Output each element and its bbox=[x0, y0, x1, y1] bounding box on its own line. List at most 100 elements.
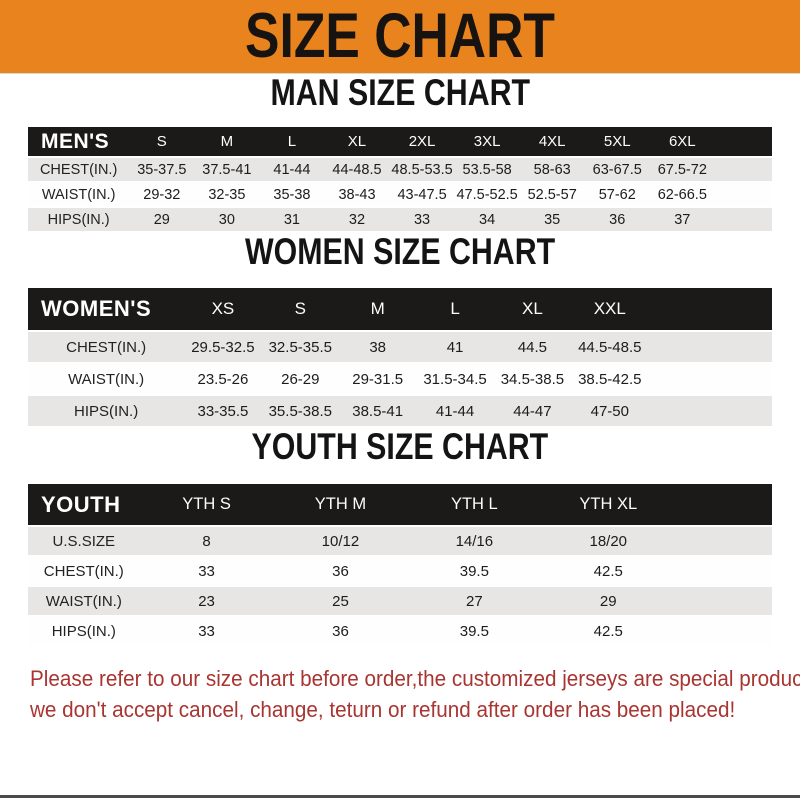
size-value: 62-66.5 bbox=[649, 183, 715, 206]
men-section-title: MAN SIZE CHART bbox=[0, 74, 800, 111]
size-column-header: 2XL bbox=[389, 127, 455, 156]
table-row: HIPS(IN.) 33-35.5 35.5-38.5 38.5-41 41-44 44-… bbox=[28, 396, 772, 426]
size-value: 33 bbox=[139, 617, 274, 645]
row-spacer bbox=[675, 557, 772, 585]
size-column-header: L bbox=[259, 127, 325, 156]
table-row: HIPS(IN.) 29 30 31 32 33 34 35 36 37 bbox=[28, 208, 772, 231]
size-value: 35-38 bbox=[259, 183, 325, 206]
table-row: WAIST(IN.) 23.5-26 26-29 29-31.5 31.5-34.5 34… bbox=[28, 364, 772, 394]
row-spacer bbox=[714, 183, 772, 206]
size-column-header: XXL bbox=[571, 288, 649, 330]
row-label: HIPS(IN.) bbox=[28, 617, 140, 645]
size-column-header: YTH M bbox=[273, 484, 408, 525]
header-spacer bbox=[714, 127, 772, 156]
size-value: 32.5-35.5 bbox=[261, 332, 339, 362]
size-value: 29-31.5 bbox=[338, 364, 417, 394]
size-value: 10/12 bbox=[273, 527, 408, 555]
size-value: 38.5-42.5 bbox=[571, 364, 649, 394]
size-value: 35-37.5 bbox=[129, 158, 195, 181]
size-value: 23.5-26 bbox=[184, 364, 262, 394]
size-value: 44.5-48.5 bbox=[571, 332, 649, 362]
size-value: 44.5 bbox=[493, 332, 572, 362]
size-value: 44-47 bbox=[493, 396, 572, 426]
size-value: 36 bbox=[273, 617, 408, 645]
size-value: 57-62 bbox=[584, 183, 650, 206]
size-column-header: XL bbox=[324, 127, 390, 156]
row-label: WAIST(IN.) bbox=[28, 364, 185, 394]
size-value: 42.5 bbox=[541, 557, 676, 585]
size-column-header: 4XL bbox=[519, 127, 585, 156]
size-value: 67.5-72 bbox=[649, 158, 715, 181]
size-value: 34.5-38.5 bbox=[493, 364, 572, 394]
row-label: CHEST(IN.) bbox=[28, 557, 140, 585]
size-value: 33 bbox=[389, 208, 455, 231]
table-row: HIPS(IN.) 33 36 39.5 42.5 bbox=[28, 617, 772, 645]
size-value: 63-67.5 bbox=[584, 158, 650, 181]
banner-title: SIZE CHART bbox=[245, 1, 555, 71]
youth-section-title-text: YOUTH SIZE CHART bbox=[251, 426, 549, 467]
size-value: 39.5 bbox=[407, 557, 542, 585]
size-value: 52.5-57 bbox=[519, 183, 585, 206]
row-label: WAIST(IN.) bbox=[28, 587, 140, 615]
size-value: 38.5-41 bbox=[338, 396, 417, 426]
row-spacer bbox=[648, 364, 772, 394]
size-value: 33-35.5 bbox=[184, 396, 262, 426]
size-value: 31.5-34.5 bbox=[416, 364, 494, 394]
size-value: 47.5-52.5 bbox=[454, 183, 520, 206]
table-row: CHEST(IN.) 35-37.5 37.5-41 41-44 44-48.5 48.5… bbox=[28, 158, 772, 181]
size-value: 35 bbox=[519, 208, 585, 231]
size-value: 38 bbox=[338, 332, 417, 362]
table-row: U.S.SIZE 8 10/12 14/16 18/20 bbox=[28, 527, 772, 555]
order-disclaimer-note: Please refer to our size chart before or… bbox=[0, 663, 800, 725]
size-column-header: 5XL bbox=[584, 127, 650, 156]
table-group-label: WOMEN'S bbox=[28, 288, 185, 330]
header-spacer bbox=[675, 484, 772, 525]
size-value: 29 bbox=[129, 208, 195, 231]
size-value: 36 bbox=[584, 208, 650, 231]
table-group-label: MEN'S bbox=[28, 127, 130, 156]
size-value: 33 bbox=[139, 557, 274, 585]
size-column-header: M bbox=[338, 288, 417, 330]
table-row: WAIST(IN.) 29-32 32-35 35-38 38-43 43-47.5 47.… bbox=[28, 183, 772, 206]
size-value: 14/16 bbox=[407, 527, 542, 555]
size-value: 31 bbox=[259, 208, 325, 231]
size-value: 29-32 bbox=[129, 183, 195, 206]
size-value: 30 bbox=[194, 208, 260, 231]
size-column-header: 6XL bbox=[649, 127, 715, 156]
size-value: 29 bbox=[541, 587, 676, 615]
size-column-header: L bbox=[416, 288, 494, 330]
row-label: CHEST(IN.) bbox=[28, 332, 185, 362]
size-value: 58-63 bbox=[519, 158, 585, 181]
table-row: WAIST(IN.) 23 25 27 29 bbox=[28, 587, 772, 615]
size-column-header: YTH L bbox=[407, 484, 542, 525]
size-column-header: M bbox=[194, 127, 260, 156]
women-size-table: WOMEN'S XS S M L XL XXL CHEST(IN.) 29.5-32.5 32.5… bbox=[28, 286, 772, 428]
men-size-table: MEN'S S M L XL 2XL 3XL 4XL 5XL 6XL CHEST(IN.) 35-37… bbox=[28, 125, 772, 233]
size-column-header: XS bbox=[184, 288, 262, 330]
row-label: WAIST(IN.) bbox=[28, 183, 130, 206]
size-value: 8 bbox=[139, 527, 274, 555]
size-value: 44-48.5 bbox=[324, 158, 390, 181]
size-value: 23 bbox=[139, 587, 274, 615]
size-value: 37 bbox=[649, 208, 715, 231]
row-spacer bbox=[714, 158, 772, 181]
size-value: 43-47.5 bbox=[389, 183, 455, 206]
header-spacer bbox=[648, 288, 772, 330]
size-value: 18/20 bbox=[541, 527, 676, 555]
men-section-title-text: MAN SIZE CHART bbox=[270, 72, 530, 113]
size-value: 47-50 bbox=[571, 396, 649, 426]
size-value: 36 bbox=[273, 557, 408, 585]
row-spacer bbox=[675, 587, 772, 615]
women-section-title-text: WOMEN SIZE CHART bbox=[244, 231, 556, 272]
row-spacer bbox=[675, 527, 772, 555]
table-row: CHEST(IN.) 29.5-32.5 32.5-35.5 38 41 44.5 44.5… bbox=[28, 332, 772, 362]
size-value: 26-29 bbox=[261, 364, 339, 394]
size-value: 32-35 bbox=[194, 183, 260, 206]
women-section-title: WOMEN SIZE CHART bbox=[0, 233, 800, 270]
table-header-row: MEN'S S M L XL 2XL 3XL 4XL 5XL 6XL bbox=[28, 127, 772, 156]
table-group-label: YOUTH bbox=[28, 484, 140, 525]
youth-section-title: YOUTH SIZE CHART bbox=[0, 428, 800, 465]
size-value: 34 bbox=[454, 208, 520, 231]
disclaimer-line-1: Please refer to our size chart before or… bbox=[30, 666, 800, 691]
row-spacer bbox=[648, 332, 772, 362]
